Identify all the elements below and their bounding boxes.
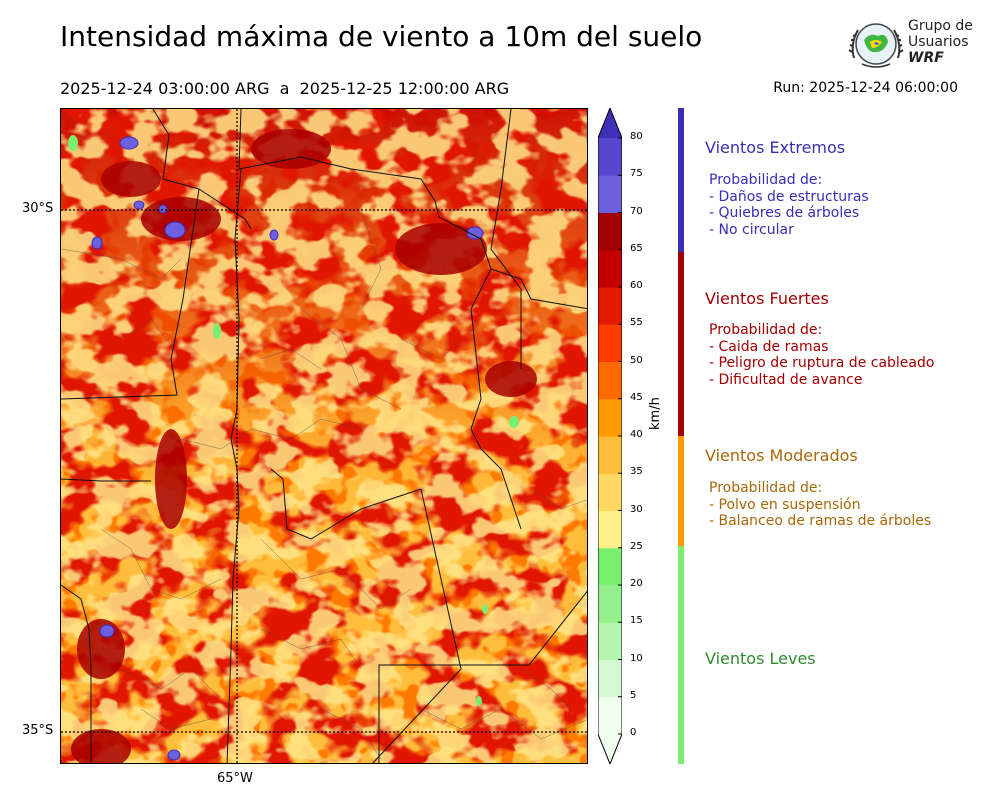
wind-map	[60, 108, 588, 764]
colorbar-segment	[598, 696, 622, 735]
colorbar-scale	[597, 106, 623, 766]
colorbar-tick-label: 0	[630, 727, 637, 738]
colorbar-tick-label: 70	[630, 205, 643, 217]
colorbar-tick-label: 20	[630, 578, 643, 589]
wind-field-image	[61, 109, 587, 763]
forecast-period: 2025-12-24 03:00:00 ARG a 2025-12-25 12:…	[60, 79, 510, 98]
colorbar-segment	[598, 361, 622, 400]
colorbar-tick-label: 50	[630, 354, 643, 366]
category-description: Probabilidad de: - Polvo en suspensión - B…	[709, 480, 931, 530]
colorbar-segment	[598, 398, 622, 437]
colorbar-segment	[598, 287, 622, 325]
colorbar-tick-label: 60	[630, 280, 643, 291]
colorbar-segment	[598, 324, 622, 362]
category-description-line: - No circular	[709, 221, 794, 238]
colorbar-segment	[598, 249, 622, 288]
category-title: Vientos Leves	[705, 649, 816, 668]
colorbar-segment	[598, 212, 622, 251]
colorbar-segment	[598, 622, 622, 660]
colorbar-tick-label: 65	[630, 242, 643, 254]
category-title: Vientos Fuertes	[705, 289, 829, 308]
category-color-bar	[678, 546, 684, 764]
category-description-line: Probabilidad de:	[709, 172, 823, 188]
logo-text-line1: Grupo de	[908, 18, 973, 34]
category-description-line: - Daños de estructuras	[709, 188, 869, 205]
longitude-label-65w: 65°W	[217, 771, 253, 786]
globe-logo-icon	[848, 23, 904, 68]
category-color-bar	[678, 252, 684, 436]
category-description-line: - Polvo en suspensión	[709, 496, 861, 513]
category-description-line: - Dificultad de avance	[709, 371, 863, 388]
colorbar-tick-label: 10	[630, 652, 643, 664]
colorbar-segment	[598, 473, 622, 511]
colorbar-tick-label: 40	[630, 429, 643, 440]
colorbar-segment	[598, 585, 622, 623]
category-description-line: Probabilidad de:	[709, 322, 823, 338]
colorbar-tick-label: 25	[630, 540, 643, 552]
colorbar-tick-label: 45	[630, 391, 643, 403]
colorbar-segment	[598, 175, 622, 213]
colorbar-segment	[598, 510, 622, 549]
colorbar	[597, 106, 623, 766]
colorbar-tick-label: 35	[630, 466, 643, 478]
map-title: Intensidad máxima de viento a 10m del su…	[60, 20, 703, 53]
latitude-label-35s: 35°S	[22, 723, 54, 738]
wrf-users-group-logo: Grupo de Usuarios WRF	[848, 18, 973, 70]
model-run-time: Run: 2025-12-24 06:00:00	[773, 80, 958, 96]
category-description-line: - Caida de ramas	[709, 338, 829, 355]
category-description: Probabilidad de: - Daños de estructuras - …	[709, 172, 869, 238]
category-color-bar	[678, 436, 684, 546]
colorbar-segment	[598, 547, 622, 586]
colorbar-extend-max	[598, 108, 622, 138]
colorbar-segment	[598, 436, 622, 474]
colorbar-segment	[598, 138, 622, 176]
latitude-label-30s: 30°S	[22, 201, 54, 216]
category-description: Probabilidad de: - Caida de ramas - Peligr…	[709, 322, 934, 388]
category-title: Vientos Extremos	[705, 138, 846, 157]
colorbar-tick-label: 80	[630, 131, 643, 142]
colorbar-tick-label: 75	[630, 168, 643, 180]
category-description-line: - Peligro de ruptura de cableado	[709, 355, 935, 371]
category-color-bar	[678, 108, 684, 252]
category-title: Vientos Moderados	[705, 446, 858, 465]
colorbar-unit-label: km/h	[648, 397, 663, 430]
category-description-line: - Balanceo de ramas de árboles	[709, 513, 932, 529]
colorbar-segment	[598, 659, 622, 698]
colorbar-tick-label: 30	[630, 503, 643, 515]
colorbar-tick-label: 55	[630, 317, 643, 329]
category-description-line: - Quiebres de árboles	[709, 205, 860, 221]
category-description-line: Probabilidad de:	[709, 480, 823, 496]
colorbar-tick-label: 5	[630, 689, 637, 701]
colorbar-tick-label: 15	[630, 615, 643, 627]
logo-text-line3: WRF	[908, 50, 944, 66]
logo-text-line2: Usuarios	[908, 34, 969, 50]
colorbar-extend-min	[598, 734, 622, 764]
